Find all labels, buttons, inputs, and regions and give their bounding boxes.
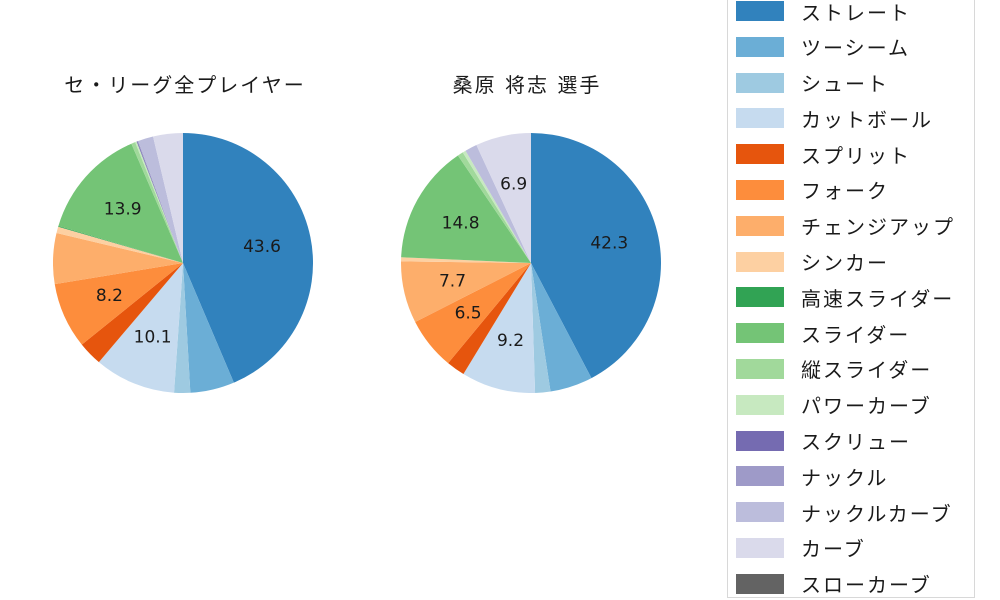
legend-label: シンカー: [801, 251, 889, 276]
pie-value-label: 8.2: [96, 286, 123, 306]
pie-slice: [465, 145, 531, 263]
pie-value-label: 9.2: [497, 331, 524, 351]
pie-slice: [53, 233, 183, 285]
pie-slice: [137, 140, 183, 263]
pie-slice: [531, 263, 551, 393]
legend-swatch: [736, 537, 784, 558]
legend: ストレートツーシームシュートカットボール スプリットフォークチェンジアップ シンカー…: [727, 0, 975, 598]
pie-slice: [98, 263, 183, 393]
legend-swatch: [736, 108, 784, 129]
pie-value-label: 43.6: [243, 237, 281, 257]
legend-label: ストレート: [801, 0, 911, 25]
pie-slice: [136, 141, 183, 263]
legend-item: 縦スライダー: [736, 355, 974, 383]
legend-item: ストレート: [736, 0, 974, 25]
pie-chart-right: 42.3 9.2 6.5 7.7 14.8 6.9: [401, 133, 661, 393]
legend-item: スプリット: [736, 140, 974, 168]
legend-swatch: [736, 573, 784, 594]
legend-label: スローカーブ: [801, 573, 932, 598]
pie-slice: [58, 225, 183, 263]
legend-item: パワーカーブ: [736, 391, 974, 419]
legend-swatch: [736, 251, 784, 272]
legend-item: 高速スライダー: [736, 283, 974, 311]
legend-label: カットボール: [801, 107, 933, 132]
legend-label: パワーカーブ: [801, 394, 932, 419]
pie-value-label: 6.5: [455, 303, 482, 323]
legend-swatch: [736, 144, 784, 165]
pie-slice: [415, 263, 531, 364]
legend-item: シンカー: [736, 248, 974, 276]
pie-slice: [81, 263, 183, 363]
pie-slice: [531, 263, 592, 392]
legend-label: スライダー: [801, 322, 911, 347]
legend-swatch: [736, 358, 784, 379]
pie-slice: [401, 257, 531, 263]
pie-slice: [135, 141, 183, 263]
legend-label: スクリュー: [801, 430, 911, 455]
chart-title-left: セ・リーグ全プレイヤー: [64, 73, 306, 97]
legend-swatch: [736, 36, 784, 57]
legend-item: フォーク: [736, 176, 974, 204]
pie-slice: [153, 133, 183, 263]
pie-slice: [476, 133, 531, 263]
pie-slice: [401, 261, 531, 323]
pie-slice: [183, 133, 313, 383]
legend-label: ツーシーム: [801, 36, 910, 61]
legend-swatch: [736, 466, 784, 487]
legend-swatch: [736, 215, 784, 236]
legend-item: シュート: [736, 69, 974, 97]
legend-swatch: [736, 502, 784, 523]
legend-label: ナックル: [801, 465, 889, 490]
legend-item: スライダー: [736, 319, 974, 347]
pie-slice: [448, 263, 531, 375]
pie-slice: [54, 263, 184, 345]
legend-item: ナックルカーブ: [736, 498, 974, 526]
pie-value-label: 42.3: [590, 234, 628, 254]
pie-slice: [58, 143, 183, 263]
legend-label: ナックルカーブ: [801, 501, 953, 526]
legend-item: ナックル: [736, 462, 974, 490]
legend-item: カットボール: [736, 104, 974, 132]
legend-swatch: [736, 394, 784, 415]
legend-swatch: [736, 323, 784, 344]
pie-chart-left: 43.6 10.1 8.2 13.9: [53, 133, 313, 393]
pie-slice: [463, 263, 536, 393]
pie-slice: [401, 155, 531, 263]
pie-slice: [462, 150, 531, 263]
legend-swatch: [736, 1, 784, 21]
pie-slice: [183, 263, 234, 393]
legend-swatch: [736, 72, 784, 93]
chart-title-right: 桑原 将志 選手: [452, 73, 602, 97]
pie-slice: [174, 263, 191, 393]
legend-label: カーブ: [801, 537, 866, 562]
legend-label: 縦スライダー: [801, 358, 933, 383]
pie-value-label: 6.9: [500, 174, 527, 194]
legend-item: カーブ: [736, 534, 974, 562]
pie-value-label: 14.8: [442, 214, 480, 234]
pie-slice: [457, 152, 531, 263]
legend-item: ツーシーム: [736, 33, 974, 61]
pie-slice: [138, 136, 183, 263]
legend-swatch: [736, 287, 784, 308]
legend-item: スクリュー: [736, 427, 974, 455]
legend-item: チェンジアップ: [736, 212, 974, 240]
pie-value-label: 13.9: [104, 200, 142, 220]
legend-item: スローカーブ: [736, 570, 974, 598]
pie-slice: [56, 226, 183, 263]
legend-label: スプリット: [801, 143, 911, 168]
legend-label: チェンジアップ: [801, 215, 955, 240]
legend-label: シュート: [801, 72, 889, 97]
pie-value-label: 7.7: [439, 271, 466, 291]
legend-label: 高速スライダー: [801, 286, 955, 311]
pie-slice: [131, 142, 183, 263]
pie-slice: [531, 133, 661, 379]
legend-label: フォーク: [801, 179, 889, 204]
pie-value-label: 10.1: [134, 328, 172, 348]
legend-swatch: [736, 179, 784, 200]
legend-swatch: [736, 430, 784, 451]
